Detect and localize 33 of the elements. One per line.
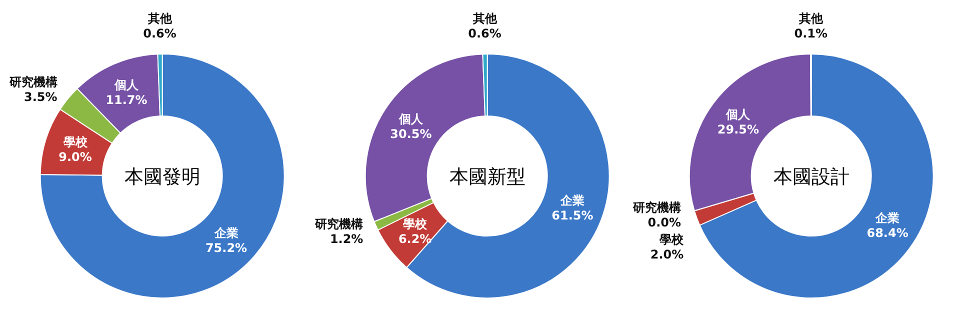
slice-label: 學校 <box>402 216 428 231</box>
data-label: 0.6% <box>143 26 176 41</box>
data-label: 0.1% <box>794 26 828 41</box>
slice-label: 其他 <box>471 12 498 26</box>
data-label: 6.2% <box>398 232 432 246</box>
slice-label: 學校 <box>63 135 88 150</box>
text: 0.0% <box>648 215 682 230</box>
text: 本國設計 <box>774 166 850 188</box>
data-label: 1.2% <box>330 232 363 246</box>
data-label: 75.2% <box>205 241 248 256</box>
slice-label: 企業 <box>874 211 900 226</box>
data-label: 29.5% <box>718 122 760 136</box>
slice-label: 研究機構 <box>314 217 363 232</box>
slice-label: 企業 <box>213 226 238 240</box>
slice-label: 企業 <box>559 194 584 208</box>
slice-label: 其他 <box>798 12 824 26</box>
data-label: 11.7% <box>106 92 148 107</box>
slice-label: 學校 <box>660 232 685 246</box>
data-label: 3.5% <box>24 90 58 104</box>
slice-label: 個人 <box>398 112 424 126</box>
slice-label: 個人 <box>113 78 140 92</box>
legend-label: 研究機構 <box>632 200 682 214</box>
slice-label: 其他 <box>146 12 173 26</box>
slice-label: 個人 <box>726 107 752 122</box>
data-label: 61.5% <box>551 208 593 223</box>
slice-label: 研究機構 <box>8 75 58 90</box>
text: 本國新型 <box>448 166 525 188</box>
data-label: 2.0% <box>650 247 684 262</box>
data-label: 68.4% <box>867 226 909 240</box>
data-label: 0.6% <box>468 26 502 41</box>
text: 本國發明 <box>124 166 200 188</box>
data-label: 30.5% <box>390 127 432 142</box>
data-label: 9.0% <box>58 150 92 164</box>
